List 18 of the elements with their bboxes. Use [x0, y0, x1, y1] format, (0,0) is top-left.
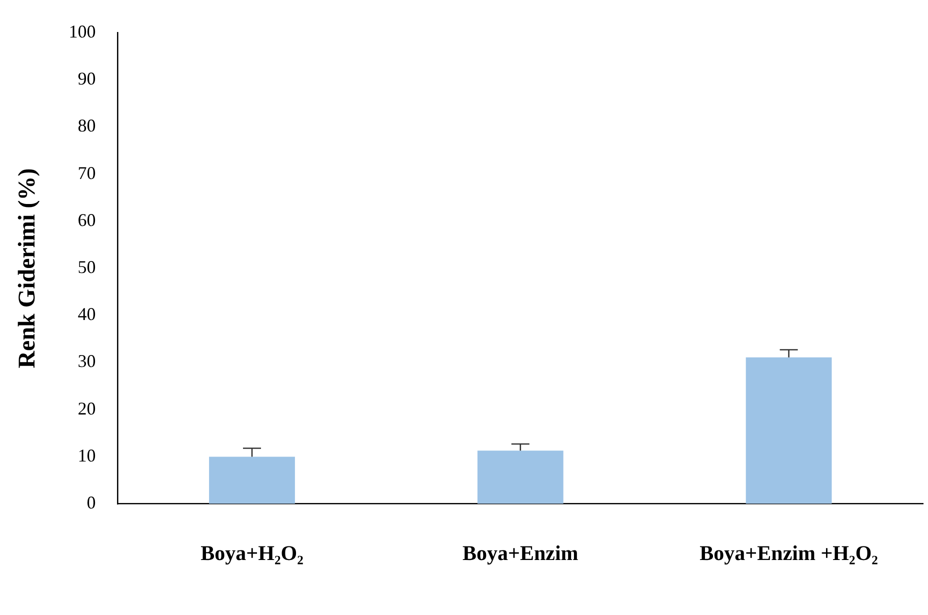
y-tick-label: 20	[78, 398, 96, 418]
y-tick-label: 80	[78, 116, 96, 136]
y-tick-label: 90	[78, 68, 96, 89]
y-tick-label: 60	[78, 210, 96, 230]
y-tick-label: 0	[86, 492, 96, 513]
bar	[477, 450, 564, 504]
y-tick-label: 10	[78, 445, 96, 466]
bar	[209, 456, 295, 504]
y-tick-label: 100	[68, 22, 96, 42]
y-tick-label: 50	[78, 257, 96, 278]
x-tick-label: Boya+Enzim +H₂O₂	[700, 540, 878, 565]
x-tick-label: Boya+H₂O₂	[200, 540, 304, 565]
y-tick-label: 30	[78, 351, 96, 372]
x-tick-label: Boya+Enzim	[462, 540, 579, 565]
y-tick-label: 70	[78, 162, 96, 183]
bar	[746, 357, 832, 504]
y-tick-label: 40	[78, 304, 96, 324]
y-axis-title: Renk Giderimi (%)	[14, 168, 41, 368]
